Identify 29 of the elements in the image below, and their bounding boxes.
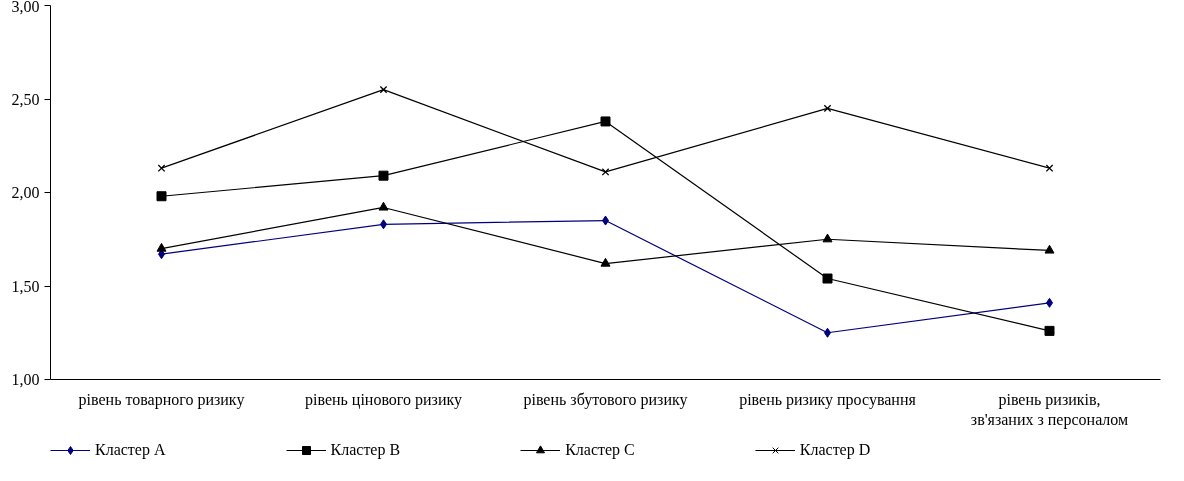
x-tick-label: рівень ризиків, зв'язаних з персоналом (970, 390, 1129, 429)
x-tick-label: рівень товарного ризику (78, 390, 245, 409)
x-tick-label: рівень цінового ризику (304, 390, 463, 409)
legend-label: Кластер A (95, 441, 166, 459)
point (600, 116, 611, 127)
point (1044, 325, 1055, 336)
legend-label: Кластер B (330, 441, 401, 459)
x-tick-label: рівень ризику просування (739, 390, 917, 409)
point (601, 168, 610, 176)
point (600, 257, 611, 267)
point (156, 242, 167, 252)
point (378, 201, 389, 211)
y-tick-label: 2,50 (11, 90, 40, 108)
y-tick-label: 2,00 (11, 184, 40, 201)
point (156, 191, 167, 202)
point (379, 85, 388, 94)
point (1044, 244, 1055, 254)
y-tick-label: 1,50 (11, 277, 40, 295)
point (823, 104, 832, 113)
point (157, 164, 166, 173)
point (822, 273, 833, 284)
x-tick-label: рівень збутового ризику (523, 390, 688, 409)
point (822, 233, 833, 243)
y-tick-label: 3,00 (11, 0, 40, 15)
y-tick-label: 1,00 (11, 371, 40, 388)
point (378, 170, 389, 181)
legend-label: Кластер D (799, 441, 871, 459)
point (1045, 164, 1054, 173)
legend-label: Кластер C (565, 441, 635, 459)
